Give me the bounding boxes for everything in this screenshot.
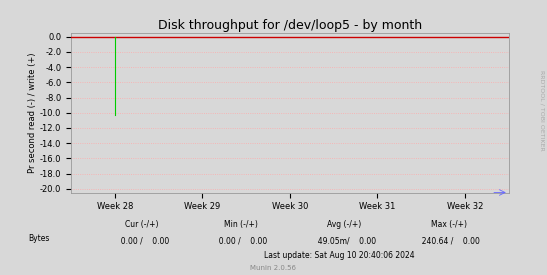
Text: Avg (-/+): Avg (-/+)	[328, 220, 362, 229]
Text: Munin 2.0.56: Munin 2.0.56	[251, 265, 296, 271]
Text: 0.00 /    0.00: 0.00 / 0.00	[214, 236, 267, 245]
Text: Cur (-/+): Cur (-/+)	[125, 220, 159, 229]
Text: Max (-/+): Max (-/+)	[430, 220, 467, 229]
Text: 0.00 /    0.00: 0.00 / 0.00	[115, 236, 169, 245]
Text: Bytes: Bytes	[28, 234, 50, 243]
Title: Disk throughput for /dev/loop5 - by month: Disk throughput for /dev/loop5 - by mont…	[158, 19, 422, 32]
Text: Min (-/+): Min (-/+)	[224, 220, 258, 229]
Text: RRDTOOL / TOBI OETIKER: RRDTOOL / TOBI OETIKER	[539, 70, 544, 150]
Text: 49.05m/    0.00: 49.05m/ 0.00	[313, 236, 376, 245]
Y-axis label: Pr second read (-) / write (+): Pr second read (-) / write (+)	[28, 53, 37, 173]
Text: Last update: Sat Aug 10 20:40:06 2024: Last update: Sat Aug 10 20:40:06 2024	[264, 252, 415, 260]
Text: 240.64 /    0.00: 240.64 / 0.00	[417, 236, 480, 245]
